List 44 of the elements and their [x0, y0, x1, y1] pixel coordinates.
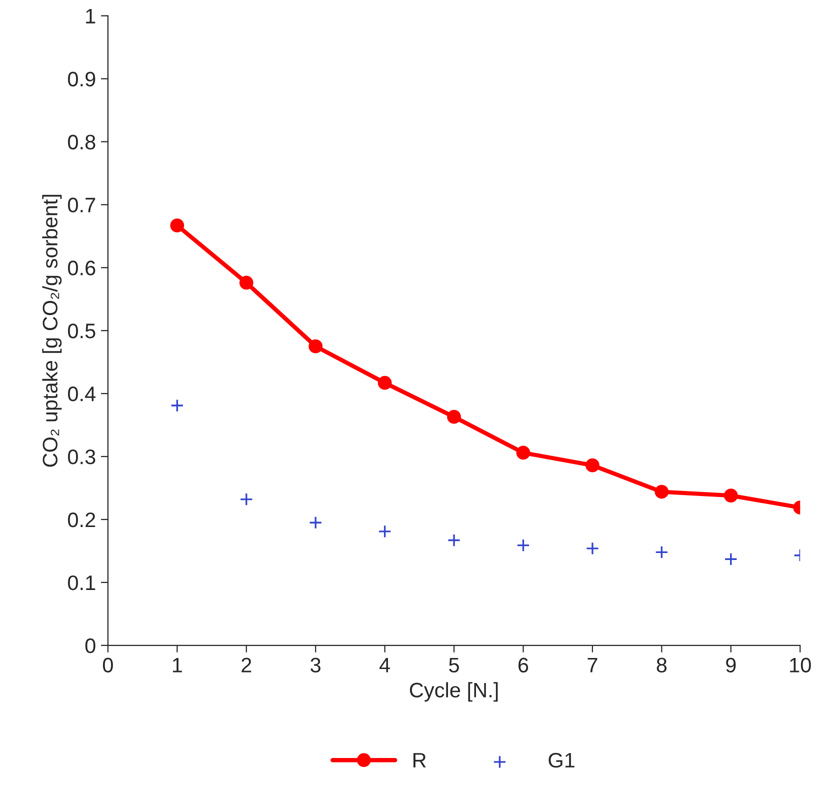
- point: [655, 546, 668, 559]
- x-tick-label: 2: [242, 658, 252, 672]
- point: [516, 538, 530, 552]
- point: [654, 484, 669, 499]
- point: [586, 542, 600, 556]
- y-tick-label: 0.5: [68, 324, 96, 338]
- y-tick-label: 0.3: [68, 450, 96, 464]
- y-tick-label: 1: [86, 8, 96, 24]
- x-tick-label: 7: [588, 658, 598, 672]
- point: [586, 458, 600, 472]
- x-tick-label: 4: [379, 658, 390, 672]
- point: [447, 534, 461, 547]
- point: [308, 339, 323, 354]
- x-tick-label: 5: [449, 658, 459, 673]
- y-tick-label: 0.4: [68, 386, 96, 402]
- y-tick-label: 0.6: [68, 260, 96, 276]
- legend-label: G1: [548, 752, 574, 768]
- point: [170, 218, 184, 232]
- point: [724, 488, 738, 502]
- point: [308, 516, 322, 530]
- x-tick-label: 1: [172, 658, 182, 672]
- x-tick-label: 9: [726, 658, 736, 673]
- point: [170, 398, 184, 412]
- point: [378, 524, 392, 538]
- y-tick-label: 0.2: [68, 512, 96, 528]
- point: [724, 552, 738, 566]
- point: [378, 376, 392, 390]
- x-tick-label: 0: [102, 658, 113, 673]
- x-tick-label: 10: [790, 658, 811, 673]
- x-tick-label: 8: [656, 658, 667, 673]
- legend-label: R: [413, 753, 426, 768]
- y-tick-label: 0.7: [68, 198, 96, 212]
- point: [447, 410, 461, 424]
- y-tick-label: 0.1: [68, 575, 96, 590]
- x-axis-title: Cycle [N.]: [410, 682, 498, 702]
- x-tick-label: 3: [310, 658, 320, 673]
- y-tick-label: 0.8: [68, 134, 96, 150]
- y-tick-label: 0.9: [68, 72, 96, 86]
- point: [239, 276, 254, 290]
- y-tick-label: 0: [85, 638, 96, 654]
- point: [516, 446, 530, 460]
- y-axis-title: CO₂ uptake [g CO₂/g sorbent]: [42, 194, 62, 467]
- point: [240, 492, 254, 506]
- x-tick-label: 6: [518, 658, 528, 673]
